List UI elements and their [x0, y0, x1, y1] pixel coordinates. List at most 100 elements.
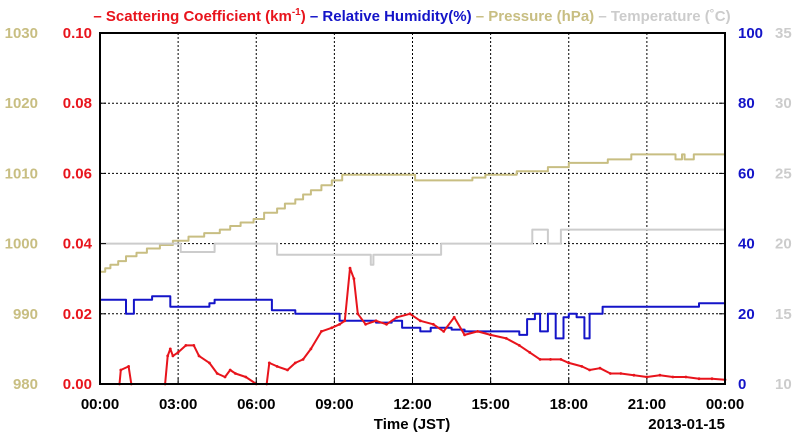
tick-label-scattering: 0.02: [63, 306, 92, 323]
data-point: [697, 377, 701, 381]
plot-series: [100, 153, 727, 386]
data-point: [598, 366, 602, 370]
legend-suffix: ): [301, 8, 306, 25]
tick-label-x: 03:00: [159, 396, 197, 413]
series-line-humidity: [100, 295, 725, 340]
data-point: [267, 361, 271, 365]
data-point: [343, 319, 347, 323]
tick-label-pressure: 1030: [5, 25, 38, 42]
data-point: [684, 375, 688, 379]
legend-entry: – Temperature (˚C): [594, 8, 730, 25]
data-point: [228, 368, 232, 372]
data-point: [588, 368, 591, 372]
data-point: [171, 354, 175, 358]
legend-superscript: -1: [292, 7, 301, 18]
data-point: [374, 319, 378, 323]
tick-label-x: 06:00: [237, 396, 275, 413]
tick-label-humidity: 80: [738, 95, 755, 112]
tick-label-scattering: 0.00: [63, 376, 92, 393]
data-point: [301, 358, 305, 361]
data-point: [168, 347, 172, 351]
legend-entry: – Relative Humidity(%): [306, 8, 472, 25]
data-point: [418, 319, 422, 323]
data-point: [408, 312, 412, 316]
tick-label-x: 00:00: [706, 396, 744, 413]
data-point: [645, 375, 649, 379]
data-point: [559, 358, 563, 361]
data-point: [244, 375, 248, 379]
tick-label-humidity: 60: [738, 165, 755, 182]
legend-entry: – Scattering Coefficient (km: [93, 8, 291, 25]
tick-label-x: 00:00: [81, 396, 119, 413]
data-point: [538, 358, 542, 361]
tick-label-temperature: 15: [775, 306, 792, 323]
tick-label-temperature: 25: [775, 165, 792, 182]
data-point: [528, 351, 532, 354]
tick-label-scattering: 0.06: [63, 165, 92, 182]
data-point: [348, 266, 352, 270]
tick-label-humidity: 40: [738, 236, 755, 253]
tick-label-pressure: 990: [13, 306, 38, 323]
data-point: [442, 330, 446, 333]
date-label: 2013-01-15: [648, 416, 725, 433]
data-point: [395, 315, 399, 319]
data-point: [275, 365, 279, 368]
tick-label-x: 09:00: [315, 396, 353, 413]
tick-label-temperature: 30: [775, 95, 792, 112]
legend: – Scattering Coefficient (km-1) – Relati…: [93, 7, 730, 25]
data-point: [476, 330, 479, 333]
data-point: [671, 375, 675, 379]
data-point: [658, 373, 662, 377]
tick-label-pressure: 1000: [5, 236, 38, 253]
data-point: [580, 365, 584, 368]
legend-text: – Scattering Coefficient (km-1) – Relati…: [93, 7, 730, 25]
tick-label-pressure: 1020: [5, 95, 38, 112]
data-point: [517, 344, 521, 347]
data-point: [215, 372, 219, 375]
series-line-scattering: [118, 267, 726, 385]
tick-label-x: 21:00: [628, 396, 666, 413]
data-point: [223, 375, 227, 379]
tick-label-pressure: 980: [13, 376, 38, 393]
data-point: [197, 354, 201, 358]
tick-label-x: 15:00: [471, 396, 509, 413]
tick-label-scattering: 0.04: [63, 236, 93, 253]
data-point: [176, 351, 180, 354]
tick-label-temperature: 35: [775, 25, 792, 42]
data-point: [352, 277, 356, 281]
axis-tick-labels: 98099010001010102010300.000.020.040.060.…: [5, 25, 792, 413]
series-line-pressure: [100, 153, 725, 273]
tick-label-pressure: 1010: [5, 165, 38, 182]
series-line-temperature: [100, 228, 725, 266]
data-point: [330, 326, 334, 330]
x-axis-label: Time (JST): [374, 416, 450, 433]
grid-lines: [100, 33, 725, 384]
data-point: [338, 322, 341, 326]
tick-label-x: 12:00: [393, 396, 431, 413]
data-point: [192, 344, 196, 347]
data-point: [286, 368, 289, 372]
data-point: [119, 368, 123, 372]
tick-label-humidity: 100: [738, 25, 763, 42]
tick-label-humidity: 0: [738, 376, 746, 393]
tick-label-scattering: 0.10: [63, 25, 92, 42]
data-point: [293, 361, 297, 365]
tick-label-x: 18:00: [550, 396, 588, 413]
data-point: [320, 330, 323, 333]
data-point: [619, 372, 623, 375]
data-point: [452, 315, 456, 319]
data-point: [431, 322, 435, 326]
legend-entry: – Pressure (hPa): [472, 8, 595, 25]
tick-label-scattering: 0.08: [63, 95, 92, 112]
data-point: [549, 358, 552, 361]
tick-label-temperature: 20: [775, 236, 792, 253]
tick-label-humidity: 20: [738, 306, 755, 323]
data-point: [504, 337, 508, 340]
data-point: [632, 373, 636, 377]
data-point: [234, 372, 237, 375]
data-point: [356, 312, 360, 316]
data-point: [567, 361, 571, 365]
data-point: [208, 361, 211, 365]
data-point: [184, 344, 188, 347]
